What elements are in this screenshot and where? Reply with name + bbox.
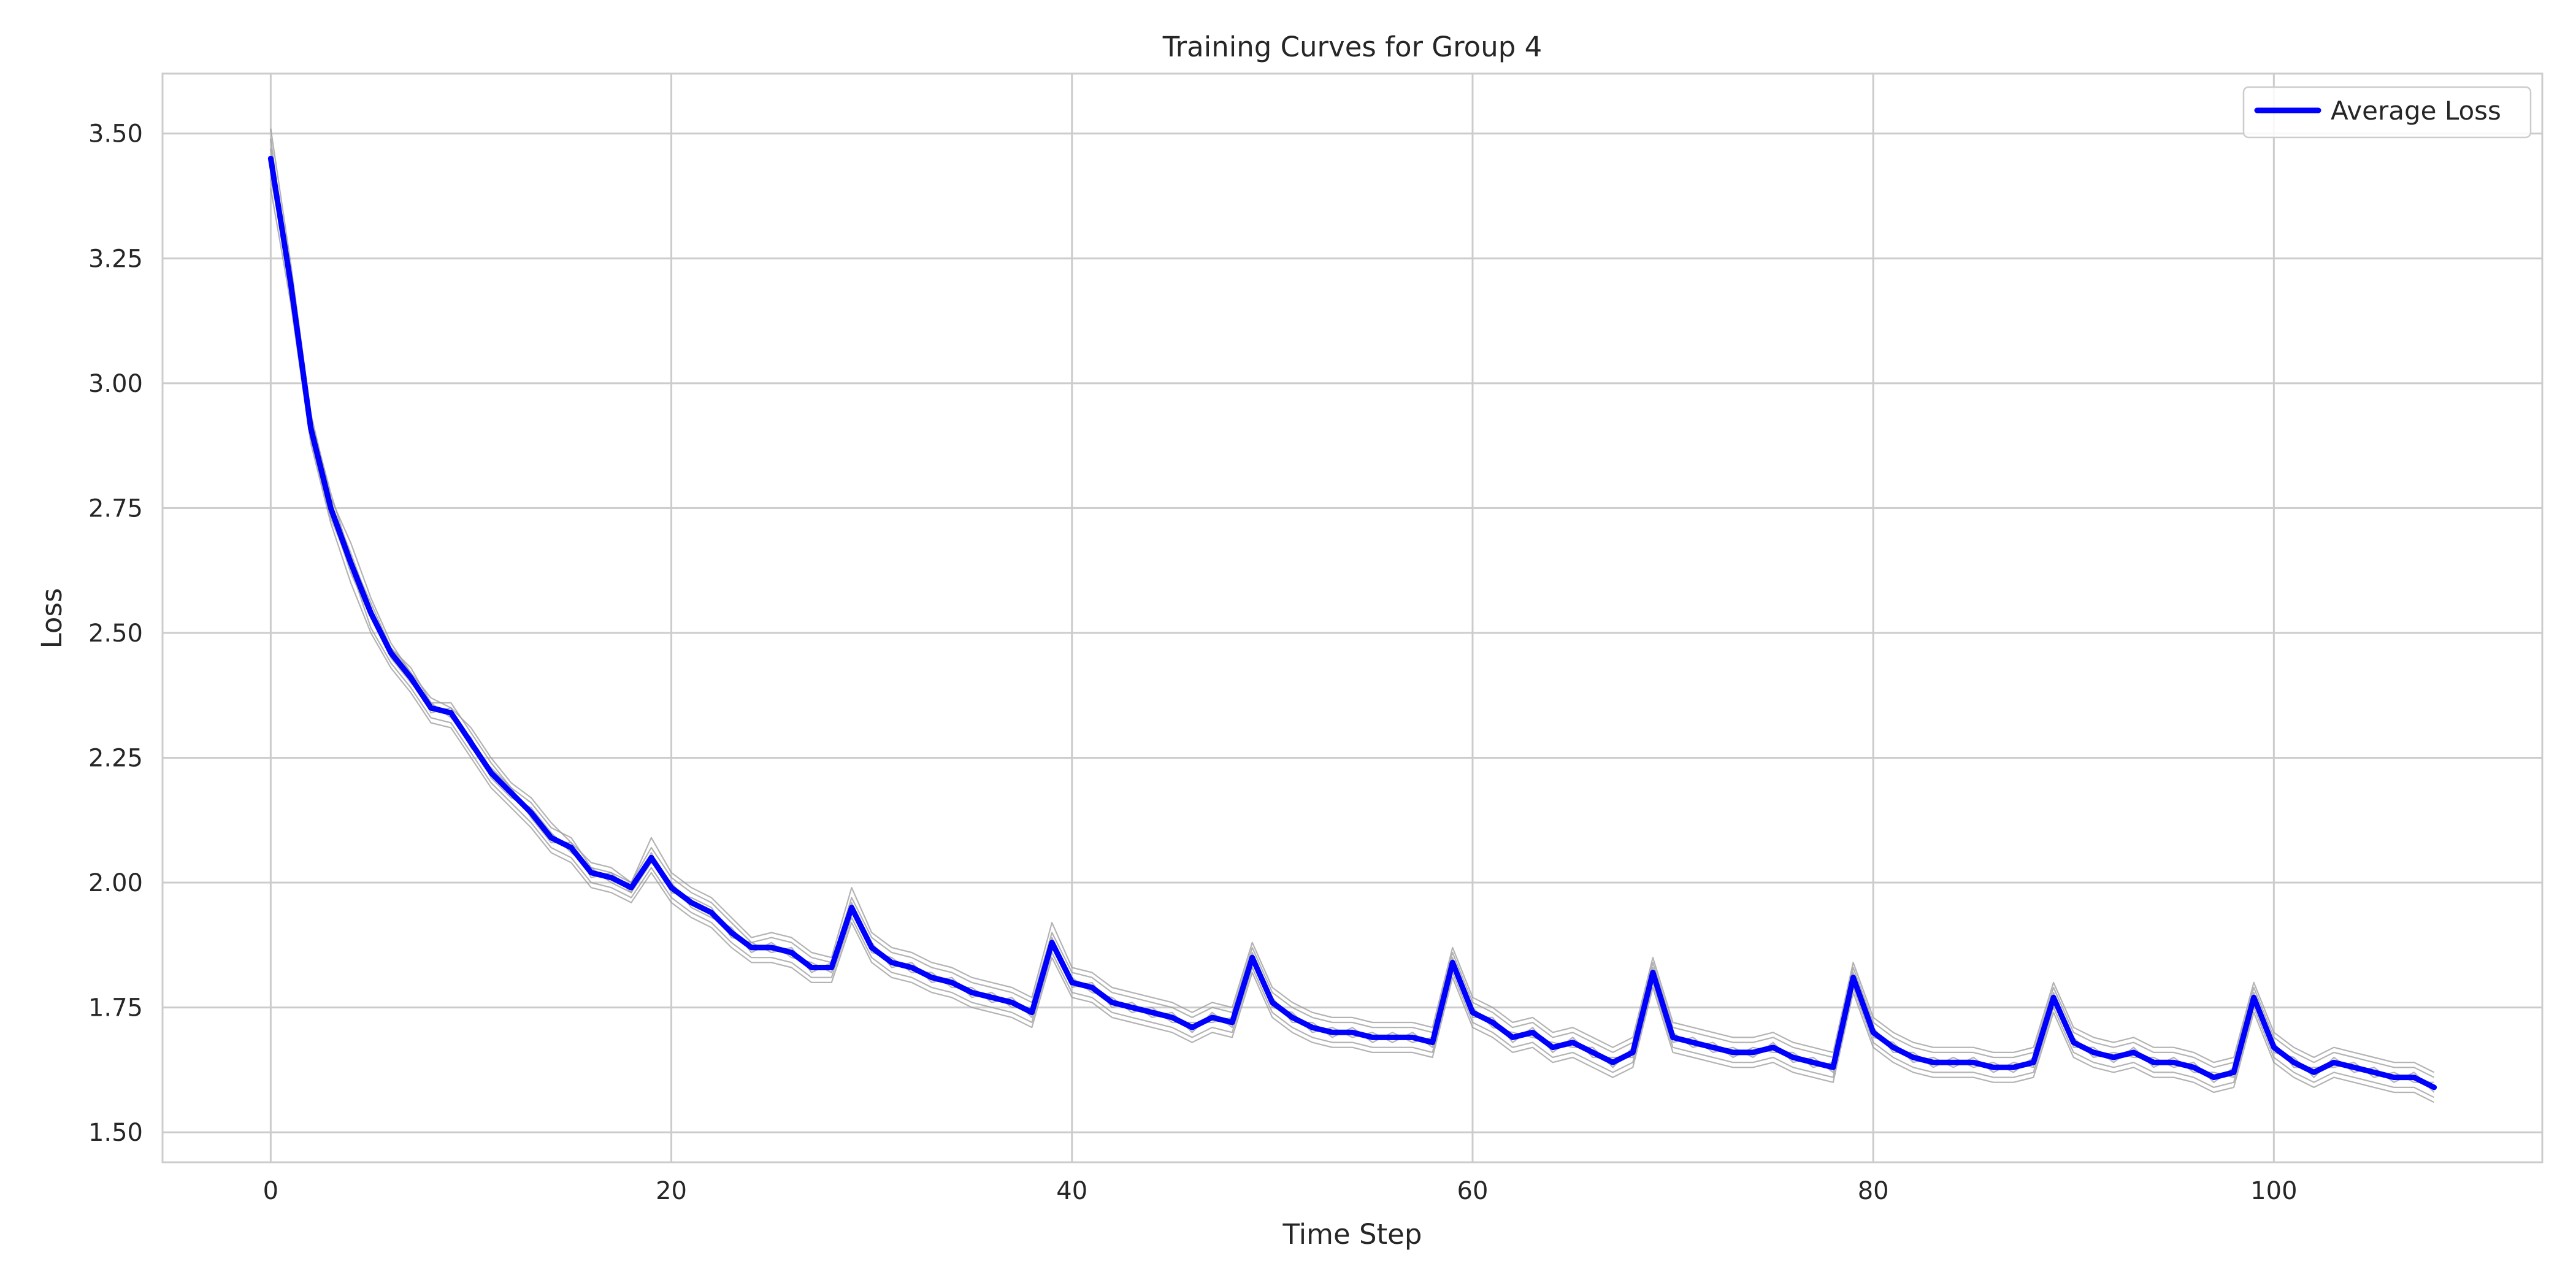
y-tick-label: 3.50: [88, 120, 143, 148]
legend-box: [2242, 86, 2532, 139]
y-tick-label: 2.75: [88, 494, 143, 523]
legend: Average Loss: [2242, 86, 2532, 139]
y-tick-label: 3.25: [88, 245, 143, 273]
x-axis-ticks: 0 20 40 60 80 100: [263, 1177, 2298, 1205]
x-tick-label: 20: [656, 1177, 687, 1205]
x-tick-label: 60: [1457, 1177, 1489, 1205]
plot-background: [163, 74, 2542, 1162]
x-axis-label: Time Step: [1282, 1218, 1422, 1251]
y-tick-label: 3.00: [88, 370, 143, 398]
run-line-6: [270, 178, 2435, 1078]
legend-label-average-loss: Average Loss: [2331, 96, 2501, 126]
average-loss-line: [267, 155, 2437, 1091]
y-tick-label: 1.75: [88, 994, 143, 1022]
x-tick-label: 40: [1056, 1177, 1087, 1205]
x-tick-label: 100: [2250, 1177, 2297, 1205]
x-tick-label: 80: [1858, 1177, 1889, 1205]
run-line-2: [270, 188, 2435, 1103]
plot-area: [161, 72, 2543, 1163]
run-line-5: [270, 138, 2435, 1098]
y-tick-label: 2.00: [88, 869, 143, 897]
y-axis-ticks: 1.50 1.75 2.00 2.25 2.50 2.75 3.00 3.25 3.50: [88, 120, 143, 1147]
plot-border: [161, 72, 2543, 1163]
y-axis-label: Loss: [36, 588, 68, 649]
average-line-layer: [267, 155, 2437, 1091]
y-tick-label: 2.50: [88, 619, 143, 648]
y-tick-label: 1.50: [88, 1119, 143, 1147]
x-tick-label: 0: [263, 1177, 278, 1205]
chart-title: Training Curves for Group 4: [1162, 31, 1543, 63]
grid-lines: [163, 74, 2542, 1162]
y-tick-label: 2.25: [88, 744, 143, 772]
